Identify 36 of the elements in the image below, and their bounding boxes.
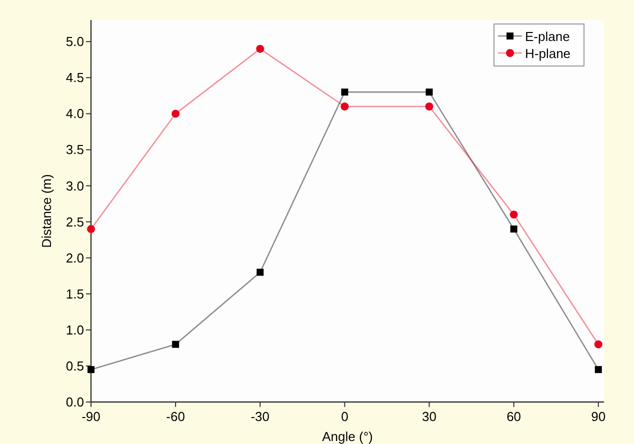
point [510,210,518,219]
point [510,226,518,233]
legend-label: H-plane [525,46,571,61]
y-tick-label: 1.5 [66,286,84,302]
y-tick-label: 0.5 [66,358,84,374]
point [425,102,434,110]
y-tick-label: 1.0 [66,322,84,338]
x-tick-label: -30 [250,409,270,424]
y-tick-label: 2.0 [66,250,84,266]
y-axis-title: Distance (m) [39,174,54,248]
point [594,340,602,348]
point [172,340,180,348]
point [172,110,180,118]
point [340,102,349,110]
point [88,366,94,374]
point [594,366,602,374]
point [256,44,264,53]
point [426,88,433,96]
y-tick-label: 2.5 [66,214,84,230]
y-tick-label: 3.0 [66,178,84,194]
y-tick-label: 5.0 [66,34,84,50]
y-tick-label: 3.5 [66,142,84,158]
y-tick-label: 4.5 [66,70,84,86]
x-tick-label: 30 [422,409,436,424]
point [87,225,95,234]
x-tick-label: 90 [591,409,606,424]
point [341,88,348,96]
legend-label: E-plane [525,29,570,44]
x-tick-label: 60 [506,409,522,424]
y-tick-label: 0.0 [66,394,84,410]
point [256,268,264,276]
y-tick-label: 4.0 [66,106,84,122]
x-tick-label: -60 [166,409,185,424]
x-axis-title: Angle (°) [322,429,373,444]
x-tick-label: -90 [82,409,100,424]
x-tick-label: 0 [341,409,348,424]
